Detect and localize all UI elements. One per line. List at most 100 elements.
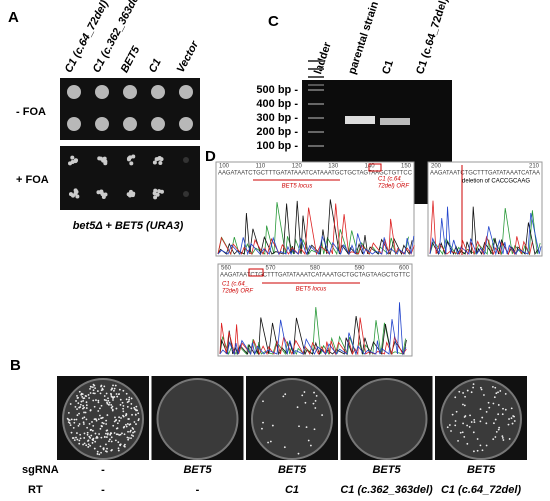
- annotation: C1 (c.64_: [378, 177, 404, 183]
- colony: [130, 437, 132, 440]
- colony: [480, 388, 483, 391]
- colony: [70, 431, 73, 434]
- colony: [99, 445, 102, 448]
- colony: [75, 436, 77, 439]
- colony: [491, 385, 494, 388]
- yeast-colony: [73, 188, 78, 193]
- colony: [122, 426, 125, 429]
- sgrna-label: BET5: [372, 464, 401, 476]
- colony: [494, 418, 497, 421]
- colony: [479, 420, 482, 423]
- colony: [297, 452, 300, 455]
- position-label: 560: [221, 266, 232, 272]
- colony: [502, 439, 505, 441]
- colony: [125, 423, 127, 426]
- colony: [79, 433, 82, 436]
- trace-line: [219, 302, 407, 356]
- colony: [115, 407, 118, 410]
- position-label: 130: [328, 164, 339, 170]
- colony: [106, 414, 109, 416]
- position-label: 200: [431, 164, 442, 170]
- colony: [130, 434, 133, 437]
- row-label: sgRNA: [22, 464, 59, 476]
- position-label: 140: [365, 164, 376, 170]
- colony: [99, 414, 101, 417]
- row-label: - FOA: [16, 106, 46, 118]
- position-label: 570: [265, 266, 276, 272]
- colony: [111, 408, 114, 411]
- colony: [123, 433, 126, 436]
- colony: [112, 424, 115, 427]
- colony: [462, 422, 464, 425]
- ladder-band: [308, 84, 324, 86]
- colony: [105, 443, 107, 446]
- colony: [88, 435, 91, 438]
- colony: [271, 424, 274, 427]
- colony: [113, 389, 115, 392]
- ladder-band: [308, 131, 324, 133]
- colony: [97, 418, 100, 421]
- caption: bet5Δ + BET5 (URA3): [73, 220, 184, 232]
- colony: [126, 405, 129, 408]
- colony: [313, 391, 315, 394]
- colony: [128, 423, 131, 426]
- colony: [131, 413, 133, 416]
- colony: [83, 411, 85, 414]
- yeast-spot: [183, 157, 189, 163]
- column-label: C1: [147, 57, 164, 75]
- colony: [497, 428, 500, 431]
- yeast-colony: [153, 195, 158, 200]
- colony: [106, 433, 109, 436]
- colony: [105, 432, 107, 435]
- colony: [315, 395, 318, 397]
- colony: [125, 398, 128, 401]
- colony: [72, 437, 75, 439]
- colony: [92, 425, 95, 427]
- trace-line: [429, 200, 533, 256]
- colony: [476, 438, 479, 440]
- colony: [501, 435, 504, 438]
- colony: [314, 399, 317, 402]
- chromatogram: [217, 263, 413, 357]
- colony: [76, 408, 78, 411]
- colony: [123, 445, 126, 448]
- colony: [128, 437, 130, 439]
- colony: [128, 396, 131, 399]
- sequence: AAGATAATCTGCTTTGATATAAATCATAA: [430, 171, 540, 177]
- colony: [126, 436, 129, 439]
- colony: [115, 433, 118, 436]
- colony: [103, 385, 106, 388]
- colony: [110, 406, 113, 409]
- colony: [90, 434, 93, 437]
- yeast-colony: [154, 157, 159, 162]
- colony: [282, 395, 285, 398]
- plate: [440, 378, 522, 460]
- colony: [497, 413, 500, 416]
- colony: [110, 432, 113, 435]
- colony: [83, 437, 86, 439]
- colony: [513, 420, 516, 422]
- colony: [127, 400, 130, 403]
- colony: [105, 423, 108, 425]
- yeast-spot: [183, 191, 189, 197]
- colony: [96, 450, 99, 453]
- colony: [83, 432, 86, 435]
- highlight-box: [368, 163, 382, 172]
- yeast-colony: [128, 193, 133, 198]
- colony: [127, 438, 130, 441]
- colony: [473, 421, 476, 424]
- colony: [119, 403, 122, 406]
- colony: [463, 404, 466, 407]
- sequence: AAGATAATCTGCTTTGATATAAATCATAAATGCTGCTAGT…: [218, 171, 413, 177]
- yeast-colony: [129, 161, 134, 166]
- colony: [95, 419, 98, 422]
- colony: [100, 451, 102, 454]
- colony: [69, 403, 72, 405]
- colony: [481, 449, 484, 452]
- colony: [296, 406, 299, 409]
- colony: [461, 431, 464, 434]
- colony: [76, 414, 79, 417]
- ladder-label: 400 bp -: [256, 98, 298, 110]
- colony: [66, 417, 69, 420]
- colony: [80, 393, 83, 396]
